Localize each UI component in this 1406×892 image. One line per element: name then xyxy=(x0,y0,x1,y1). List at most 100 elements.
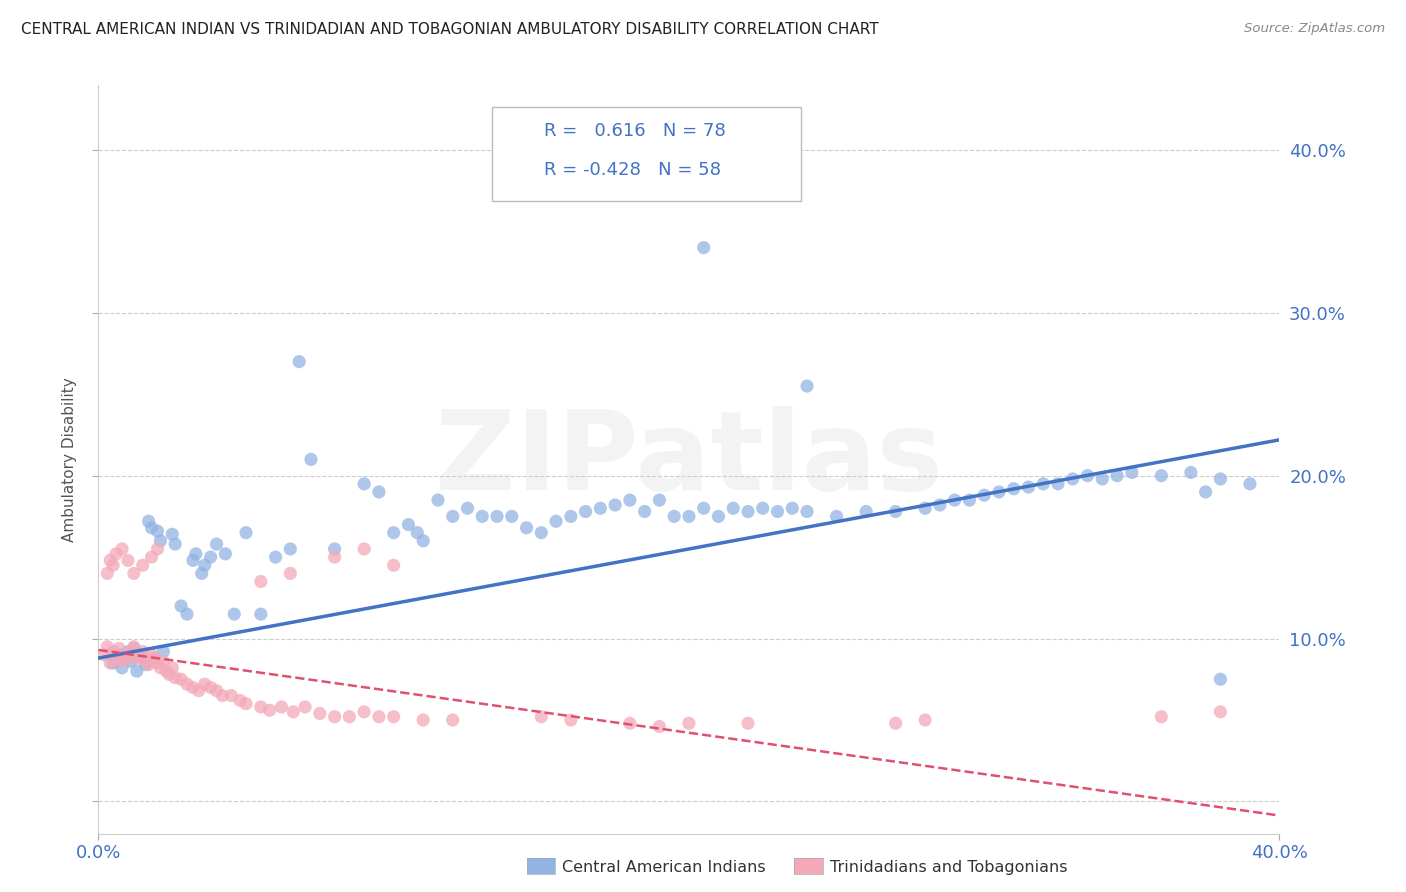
Point xyxy=(250,607,273,621)
Point xyxy=(368,485,391,500)
Point xyxy=(122,566,145,581)
Point xyxy=(146,524,169,538)
Point xyxy=(929,498,952,512)
Point xyxy=(530,710,553,724)
Point xyxy=(914,713,936,727)
Point xyxy=(914,501,936,516)
Point xyxy=(143,651,166,665)
Point xyxy=(270,700,292,714)
Text: Central American Indians: Central American Indians xyxy=(562,860,766,874)
Point xyxy=(855,504,877,518)
Point xyxy=(205,537,228,551)
Point xyxy=(162,527,183,541)
Point xyxy=(1046,476,1070,491)
Point xyxy=(1018,480,1040,494)
Point xyxy=(382,710,405,724)
Point xyxy=(280,566,302,581)
Point xyxy=(309,706,332,721)
Point xyxy=(176,607,198,621)
Point xyxy=(146,541,169,556)
Point xyxy=(125,651,148,665)
Point xyxy=(398,517,420,532)
Point xyxy=(120,654,142,668)
Point xyxy=(181,681,204,695)
Point xyxy=(884,716,907,731)
Point xyxy=(152,654,174,668)
Point xyxy=(103,558,125,573)
Point xyxy=(339,710,361,724)
Point xyxy=(678,716,700,731)
Point xyxy=(412,533,434,548)
Point xyxy=(165,671,187,685)
Point xyxy=(152,644,174,658)
Point xyxy=(648,719,671,733)
Point xyxy=(288,354,311,368)
Text: CENTRAL AMERICAN INDIAN VS TRINIDADIAN AND TOBAGONIAN AMBULATORY DISABILITY CORR: CENTRAL AMERICAN INDIAN VS TRINIDADIAN A… xyxy=(21,22,879,37)
Point xyxy=(111,661,134,675)
Point xyxy=(96,566,118,581)
Point xyxy=(605,498,627,512)
Point xyxy=(589,501,612,516)
Point xyxy=(1002,482,1025,496)
Point xyxy=(678,509,700,524)
Point xyxy=(141,648,163,662)
Point xyxy=(707,509,730,524)
Text: R = -0.428   N = 58: R = -0.428 N = 58 xyxy=(544,161,721,179)
Point xyxy=(486,509,509,524)
Point xyxy=(221,689,243,703)
Point xyxy=(546,514,568,528)
Point xyxy=(122,641,145,656)
Point xyxy=(103,644,125,658)
Point xyxy=(1209,673,1232,687)
Point xyxy=(191,566,214,581)
Point xyxy=(157,667,180,681)
Point xyxy=(796,379,818,393)
Point xyxy=(93,648,115,662)
Point xyxy=(943,493,966,508)
Point xyxy=(149,661,172,675)
Point xyxy=(214,547,236,561)
Point xyxy=(98,553,121,567)
Point xyxy=(619,493,641,508)
Point xyxy=(141,521,163,535)
Point xyxy=(353,705,375,719)
Point xyxy=(155,664,177,678)
Point xyxy=(323,550,346,565)
Point xyxy=(441,509,464,524)
Point xyxy=(108,641,131,656)
Point xyxy=(235,525,257,540)
Point xyxy=(737,504,759,518)
Point xyxy=(176,677,198,691)
Point xyxy=(122,640,145,654)
Point xyxy=(693,501,716,516)
Point xyxy=(560,509,582,524)
Point xyxy=(294,700,316,714)
Point xyxy=(1209,705,1232,719)
Point xyxy=(825,509,848,524)
Point xyxy=(125,664,148,678)
Point xyxy=(120,644,142,658)
Point xyxy=(441,713,464,727)
Point xyxy=(96,640,118,654)
Point xyxy=(664,509,686,524)
Point xyxy=(170,673,193,687)
Point xyxy=(200,550,222,565)
Point xyxy=(1180,466,1202,480)
Point xyxy=(382,525,405,540)
Point xyxy=(128,648,150,662)
Point xyxy=(128,648,150,662)
Y-axis label: Ambulatory Disability: Ambulatory Disability xyxy=(62,377,77,541)
Point xyxy=(1062,472,1084,486)
Point xyxy=(184,547,207,561)
Point xyxy=(1091,472,1114,486)
Point xyxy=(973,488,995,502)
Point xyxy=(250,574,273,589)
Point xyxy=(323,710,346,724)
Point xyxy=(648,493,671,508)
Point xyxy=(229,693,252,707)
Point xyxy=(280,541,302,556)
Point xyxy=(138,657,160,672)
Point xyxy=(111,541,134,556)
Point xyxy=(132,558,155,573)
Point xyxy=(264,550,287,565)
